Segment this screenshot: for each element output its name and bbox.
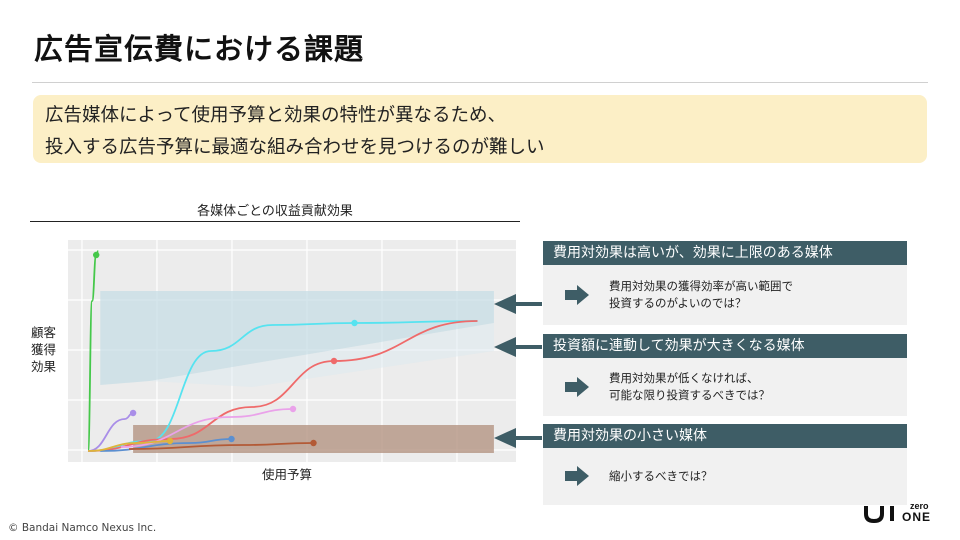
zero-one-logo: zero ONE [864, 501, 931, 524]
panel-2-heading: 投資額に連動して効果が大きくなる媒体 [543, 334, 907, 358]
series-line [87, 320, 478, 452]
chart-title: 各媒体ごとの収益貢献効果 [197, 204, 353, 219]
series-marker [93, 251, 100, 259]
pointer-arrow-1 [494, 294, 542, 314]
series-marker [330, 357, 338, 365]
pointer-arrow-3 [494, 428, 542, 448]
series-marker [351, 319, 358, 327]
callout-line-2: 投入する広告予算に最適な組み合わせを見つけるのが難しい [45, 137, 545, 158]
y-axis-label-part: 獲得 [31, 342, 57, 357]
arrow-right-icon [565, 377, 589, 397]
arrow-right-icon [565, 466, 589, 486]
series-marker [310, 439, 317, 447]
y-axis-label-part: 効果 [31, 359, 57, 374]
panel-3-body: 縮小するべきでは？ [543, 448, 907, 505]
series-marker [166, 437, 174, 445]
panel-1-text-1: 費用対効果の獲得効率が高い範囲で [609, 279, 793, 293]
copyright-notice: © Bandai Namco Nexus Inc. [8, 522, 157, 534]
panel-2-text-1: 費用対効果が低くなければ、 [609, 371, 759, 385]
callout-line-1: 広告媒体によって使用予算と効果の特性が異なるため、 [45, 105, 507, 126]
panel-2-text-2: 可能な限り投資するべきでは？ [609, 388, 770, 402]
region-low-efficiency-media [133, 425, 494, 453]
panel-3-text-1: 縮小するべきでは？ [609, 469, 713, 483]
chart-title-underline [30, 221, 520, 222]
panel-1-heading: 費用対効果は高いが、効果に上限のある媒体 [543, 241, 907, 265]
panel-2-body: 費用対効果が低くなければ、 可能な限り投資するべきでは？ [543, 358, 907, 416]
panel-1-body: 費用対効果の獲得効率が高い範囲で 投資するのがよいのでは？ [543, 265, 907, 325]
series-marker [129, 409, 137, 417]
arrow-right-icon [565, 285, 589, 305]
y-axis-label-part: 顧客 [31, 325, 57, 340]
panel-3-heading: 費用対効果の小さい媒体 [543, 424, 907, 448]
series-line [87, 412, 134, 452]
series-line [100, 438, 232, 452]
series-line [128, 442, 314, 450]
y-axis-label: 顧客 獲得 効果 [31, 324, 63, 375]
page-title: 広告宣伝費における課題 [34, 32, 365, 66]
series-marker [228, 435, 235, 443]
y-axis-label-line: 顧客 獲得 効果 [31, 324, 63, 375]
x-axis-label: 使用予算 [262, 467, 313, 482]
plot-area [68, 240, 533, 462]
title-divider [32, 82, 928, 83]
region-capped-media [100, 291, 494, 385]
series-marker [289, 405, 297, 413]
problem-callout: 広告媒体によって使用予算と効果の特性が異なるため、 投入する広告予算に最適な組み… [33, 95, 927, 163]
logo-text-zero: zero [910, 501, 929, 511]
series-line [87, 440, 171, 452]
panel-1-text-2: 投資するのがよいのでは？ [609, 296, 747, 310]
pointer-arrow-2 [494, 337, 542, 357]
logo-text-one: ONE [902, 510, 931, 524]
